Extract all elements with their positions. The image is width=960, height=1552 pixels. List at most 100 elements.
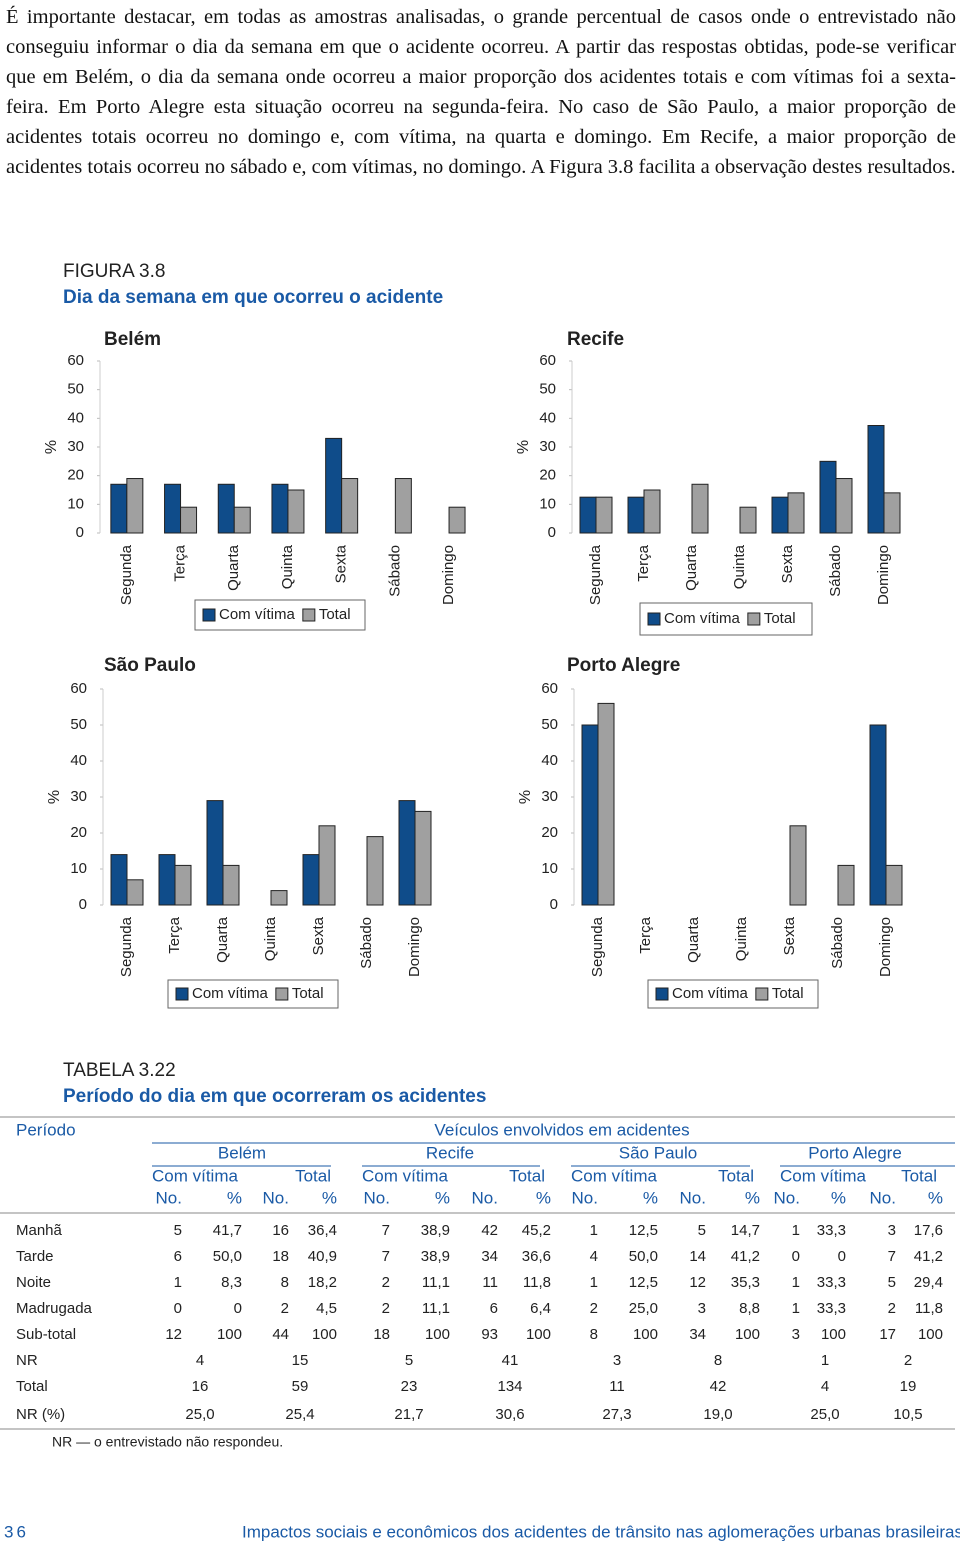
legend-box: [194, 599, 366, 631]
y-tick-label: 10: [70, 860, 87, 877]
x-tick-label: Domingo: [877, 917, 894, 977]
bar: [643, 489, 661, 534]
x-tick-label: Quarta: [225, 544, 242, 591]
bar: [627, 496, 645, 534]
bar: [771, 496, 789, 534]
bar: [885, 864, 903, 906]
x-tick-label: Terça: [166, 916, 183, 953]
table-cell: 1: [821, 1352, 829, 1369]
y-tick-label: 60: [539, 352, 556, 369]
legend-label: Com vítima: [192, 985, 269, 1002]
bar: [287, 489, 305, 534]
table-cell: 8: [590, 1326, 598, 1343]
footer-text: Impactos sociais e econômicos dos aciden…: [242, 1522, 960, 1541]
x-tick-label: Segunda: [589, 916, 606, 977]
figure-title: Dia da semana em que ocorreu o acidente: [63, 287, 443, 308]
legend-swatch: [647, 612, 661, 626]
bar: [222, 864, 240, 906]
stub-header: Período: [16, 1120, 76, 1139]
bar: [110, 854, 128, 906]
table-cell: 34: [481, 1248, 498, 1265]
paragraph: É importante destacar, em todas as amost…: [6, 6, 956, 178]
legend-swatch: [747, 612, 761, 626]
column-header: %: [536, 1188, 551, 1207]
x-tick-label: Sábado: [829, 917, 846, 969]
table-cell: 18,2: [308, 1274, 337, 1291]
table-cell: 27,3: [602, 1406, 631, 1423]
table-cell: 6,4: [530, 1300, 551, 1317]
table-cell: 11,8: [523, 1274, 551, 1291]
x-tick-label: Quinta: [733, 916, 750, 961]
table-cell: 38,9: [421, 1248, 450, 1265]
row-label: Madrugada: [16, 1300, 93, 1317]
y-tick-label: 50: [70, 716, 87, 733]
table-cell: 100: [526, 1326, 551, 1343]
table-cell: 0: [792, 1248, 800, 1265]
table-cell: 34: [689, 1326, 706, 1343]
bar: [691, 483, 709, 534]
bar: [789, 825, 807, 906]
table-cell: 8,3: [221, 1274, 242, 1291]
table-cell: 8,8: [739, 1300, 760, 1317]
bar: [126, 879, 144, 906]
legend-swatch: [755, 987, 769, 1001]
table-cell: 12,5: [629, 1274, 658, 1291]
table-cell: 1: [792, 1274, 800, 1291]
city-header: Porto Alegre: [808, 1143, 902, 1162]
bar: [302, 854, 320, 906]
legend-label: Total: [772, 985, 804, 1002]
table-title: Período do dia em que ocorreram os acide…: [63, 1086, 486, 1107]
table-cell: 100: [425, 1326, 450, 1343]
table-cell: 1: [792, 1300, 800, 1317]
table-cell: 12: [689, 1274, 706, 1291]
table-cell: 5: [405, 1352, 413, 1369]
table-cell: 7: [888, 1248, 896, 1265]
column-header: No.: [364, 1188, 390, 1207]
bar: [180, 506, 198, 534]
subheader: Com vítima: [571, 1166, 658, 1185]
x-tick-label: Quarta: [683, 544, 700, 591]
bar: [126, 478, 144, 534]
bar: [271, 483, 289, 534]
x-tick-label: Segunda: [118, 544, 135, 605]
y-tick-label: 60: [67, 352, 84, 369]
column-header: %: [643, 1188, 658, 1207]
table-cell: 11: [482, 1274, 498, 1291]
table-cell: 2: [281, 1300, 289, 1317]
table-cell: 33,3: [817, 1300, 846, 1317]
bar: [366, 836, 384, 906]
table-cell: 41: [502, 1352, 519, 1369]
row-label: NR: [16, 1352, 38, 1369]
x-tick-label: Quarta: [685, 916, 702, 963]
table-cell: 41,7: [213, 1222, 242, 1239]
table-cell: 11: [609, 1378, 625, 1395]
row-label: Manhã: [16, 1222, 63, 1239]
y-tick-label: 40: [70, 752, 87, 769]
table-cell: 1: [590, 1222, 598, 1239]
x-tick-label: Terça: [637, 916, 654, 953]
table-cell: 18: [272, 1248, 289, 1265]
bar: [398, 800, 416, 906]
bar: [270, 890, 288, 906]
bar: [448, 506, 466, 534]
subheader: Total: [718, 1166, 754, 1185]
bar: [869, 724, 887, 906]
bar: [787, 492, 805, 534]
y-tick-label: 20: [541, 824, 558, 841]
table-cell: 0: [234, 1300, 242, 1317]
y-tick-label: 0: [548, 524, 556, 541]
table-cell: 25,0: [629, 1300, 658, 1317]
table-cell: 2: [888, 1300, 896, 1317]
legend-label: Com vítima: [672, 985, 749, 1002]
row-label: Noite: [16, 1274, 51, 1291]
table-cell: 10,5: [893, 1406, 922, 1423]
x-tick-label: Sábado: [358, 917, 375, 969]
column-header: %: [745, 1188, 760, 1207]
table-cell: 18: [373, 1326, 390, 1343]
legend-swatch: [302, 608, 316, 622]
column-header: No.: [472, 1188, 498, 1207]
legend-swatch: [275, 987, 289, 1001]
bar: [206, 800, 224, 906]
table-cell: 19,0: [703, 1406, 732, 1423]
table-cell: 41,2: [731, 1248, 760, 1265]
